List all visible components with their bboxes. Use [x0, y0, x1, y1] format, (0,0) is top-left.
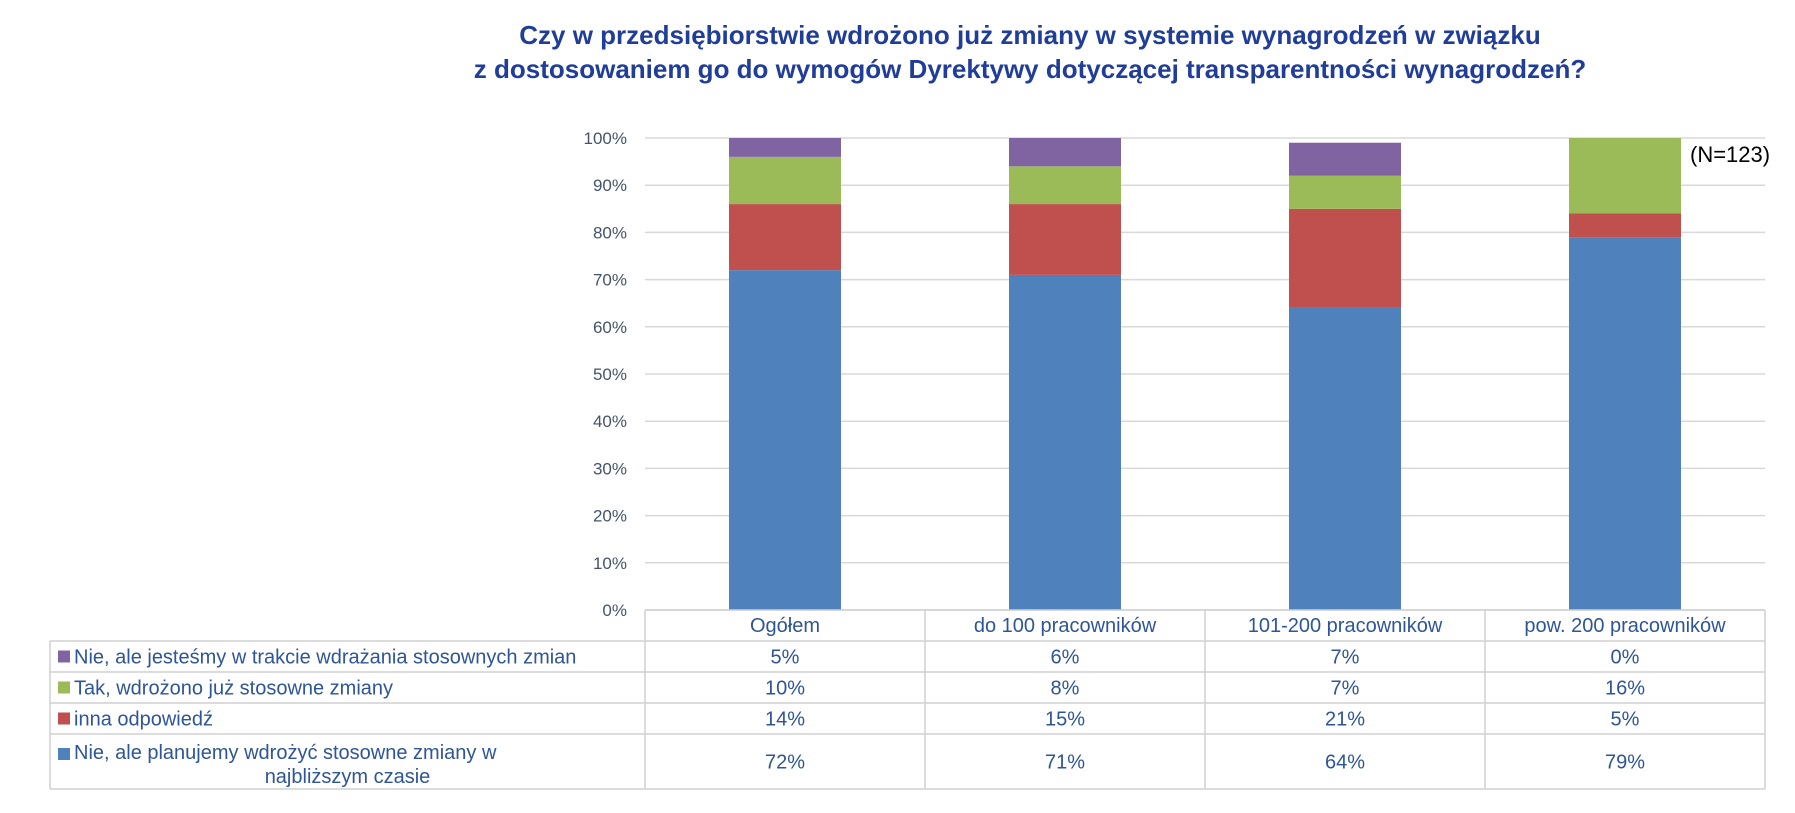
series-name: najbliższym czasie — [265, 766, 431, 788]
bar-segment — [1289, 175, 1401, 209]
bar-segment — [1009, 138, 1121, 167]
bar-segment — [1289, 142, 1401, 176]
data-value: 72% — [765, 752, 805, 774]
y-tick-label: 10% — [593, 554, 627, 573]
bar-segment — [1289, 307, 1401, 610]
bar-segment — [729, 204, 841, 271]
legend-key — [58, 748, 70, 760]
series-name: inna odpowiedź — [74, 709, 213, 731]
data-value: 79% — [1605, 752, 1645, 774]
y-tick-label: 20% — [593, 507, 627, 526]
legend-key — [58, 650, 70, 663]
y-tick-label: 40% — [593, 412, 627, 431]
data-value: 71% — [1045, 752, 1085, 774]
series-name: Nie, ale planujemy wdrożyć stosowne zmia… — [74, 742, 497, 764]
data-value: 16% — [1605, 678, 1645, 700]
data-value: 7% — [1331, 678, 1360, 700]
y-tick-label: 50% — [593, 365, 627, 384]
data-value: 0% — [1611, 647, 1640, 669]
data-value: 15% — [1045, 709, 1085, 731]
data-value: 5% — [1611, 709, 1640, 731]
bar-segment — [1569, 237, 1681, 610]
data-value: 6% — [1051, 647, 1080, 669]
y-tick-label: 0% — [602, 601, 627, 620]
series-name: Nie, ale jesteśmy w trakcie wdrażania st… — [74, 647, 576, 669]
bar-segment — [1009, 274, 1121, 610]
sample-size-note: (N=123) — [1690, 142, 1770, 167]
y-tick-label: 80% — [593, 223, 627, 242]
bar-segment — [1009, 166, 1121, 205]
legend-key — [58, 712, 70, 725]
category-label: do 100 pracowników — [974, 615, 1157, 637]
bar-segment — [1289, 208, 1401, 308]
data-value: 8% — [1051, 678, 1080, 700]
data-value: 5% — [771, 647, 800, 669]
bar-segment — [1569, 138, 1681, 214]
y-tick-label: 90% — [593, 176, 627, 195]
series-name: Tak, wdrożono już stosowne zmiany — [74, 678, 393, 700]
y-tick-label: 30% — [593, 459, 627, 478]
chart-title: Czy w przedsiębiorstwie wdrożono już zmi… — [360, 18, 1700, 86]
data-value: 7% — [1331, 647, 1360, 669]
bar-segment — [729, 138, 841, 157]
category-label: Ogółem — [750, 615, 820, 637]
bar-segment — [1569, 213, 1681, 238]
legend-key — [58, 681, 70, 694]
category-label: pow. 200 pracowników — [1524, 615, 1726, 637]
title-line-1: Czy w przedsiębiorstwie wdrożono już zmi… — [519, 20, 1541, 50]
data-value: 21% — [1325, 709, 1365, 731]
data-value: 14% — [765, 709, 805, 731]
category-label: 101-200 pracowników — [1248, 615, 1443, 637]
bar-segment — [729, 156, 841, 205]
bar-segment — [729, 270, 841, 610]
bar-segment — [1009, 204, 1121, 275]
y-tick-label: 60% — [593, 318, 627, 337]
y-tick-label: 100% — [584, 129, 627, 148]
title-line-2: z dostosowaniem go do wymogów Dyrektywy … — [473, 54, 1587, 84]
data-value: 10% — [765, 678, 805, 700]
data-value: 64% — [1325, 752, 1365, 774]
y-tick-label: 70% — [593, 271, 627, 290]
